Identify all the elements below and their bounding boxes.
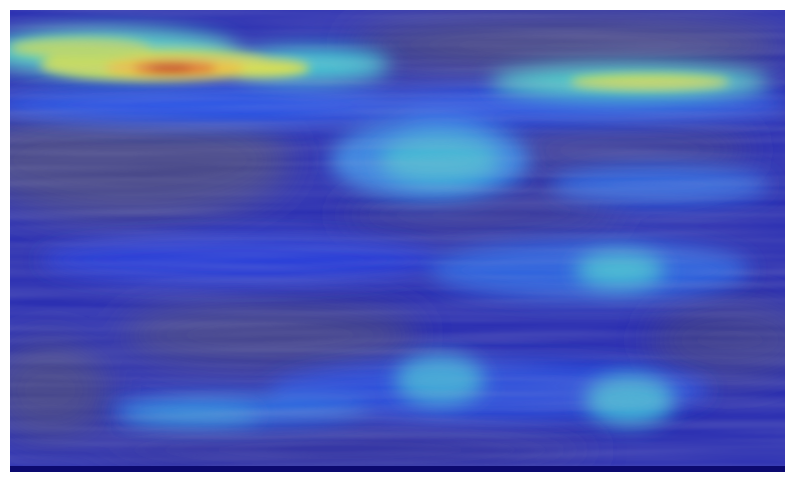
streak-texture	[10, 10, 785, 472]
heatmap-image	[10, 10, 785, 472]
heatmap-canvas	[10, 10, 785, 472]
bottom-edge	[10, 466, 785, 472]
